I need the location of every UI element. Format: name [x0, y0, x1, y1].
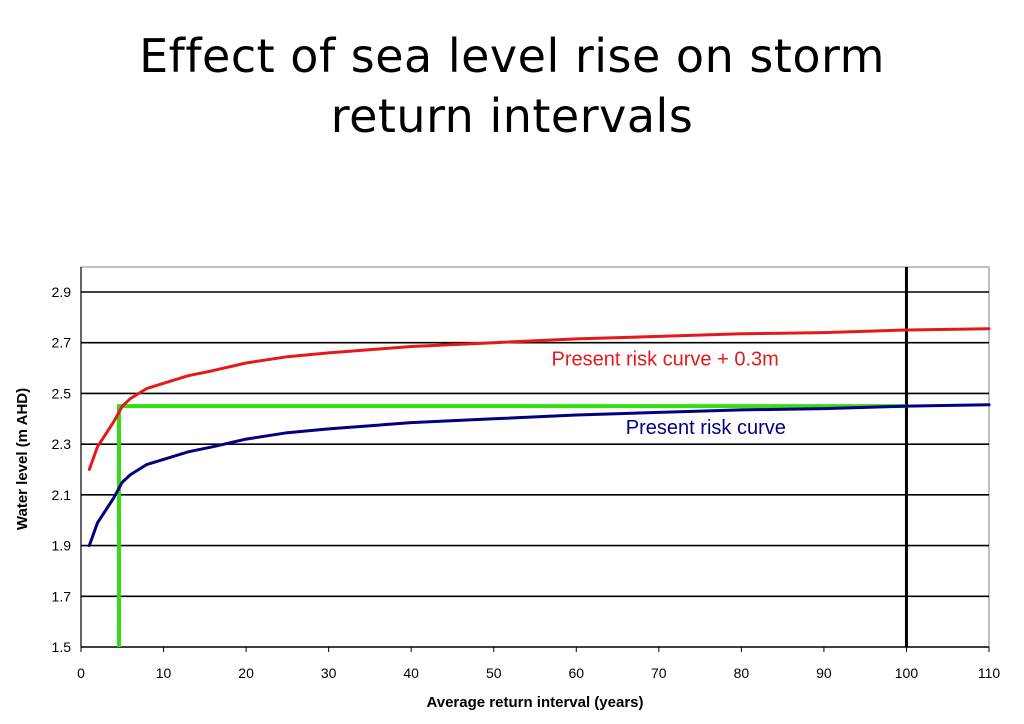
y-tick-label: 2.5: [52, 385, 72, 401]
x-axis-label: Average return interval (years): [426, 694, 643, 711]
x-tick-labels: 0 10 20 30 40 50 60 70 80 90 100 110: [77, 647, 1000, 681]
x-tick-label: 0: [77, 665, 85, 681]
x-tick-label: 40: [403, 665, 419, 681]
x-tick-label: 10: [156, 665, 172, 681]
slide-title: Effect of sea level rise on storm return…: [0, 26, 1024, 146]
y-tick-label: 1.5: [52, 639, 72, 655]
y-tick-label: 2.9: [52, 284, 72, 300]
series-annotation-2: Present risk curve: [626, 417, 786, 439]
annotations: Present risk curve + 0.3m Present risk cu…: [552, 349, 786, 439]
slide-title-line-1: Effect of sea level rise on storm: [139, 29, 885, 83]
x-tick-label: 30: [321, 665, 337, 681]
series-line-2: [87, 403, 991, 548]
y-tick-label: 2.1: [52, 487, 72, 503]
x-tick-label: 90: [816, 665, 832, 681]
series-line-1: [87, 327, 991, 471]
x-tick-label: 70: [651, 665, 667, 681]
plot-area: [80, 266, 990, 648]
series-annotation-1: Present risk curve + 0.3m: [552, 349, 779, 371]
y-tick-label: 2.7: [52, 335, 72, 351]
x-tick-label: 20: [238, 665, 254, 681]
y-tick-label: 1.7: [52, 588, 72, 604]
gridlines: [81, 291, 989, 598]
y-tick-label: 1.9: [52, 538, 72, 554]
x-tick-label: 110: [978, 665, 1001, 681]
slide-title-line-2: return intervals: [330, 89, 694, 143]
y-tick-labels: 1.5 1.7 1.9 2.1 2.3 2.5 2.7 2.9: [52, 284, 72, 655]
x-tick-label: 60: [568, 665, 584, 681]
axes: [80, 267, 989, 648]
series-lines: [87, 327, 991, 548]
x-tick-label: 80: [734, 665, 750, 681]
y-axis-label: Water level (m AHD): [14, 388, 31, 530]
y-tick-label: 2.3: [52, 436, 72, 452]
x-tick-label: 100: [895, 665, 919, 681]
x-tick-label: 50: [486, 665, 502, 681]
